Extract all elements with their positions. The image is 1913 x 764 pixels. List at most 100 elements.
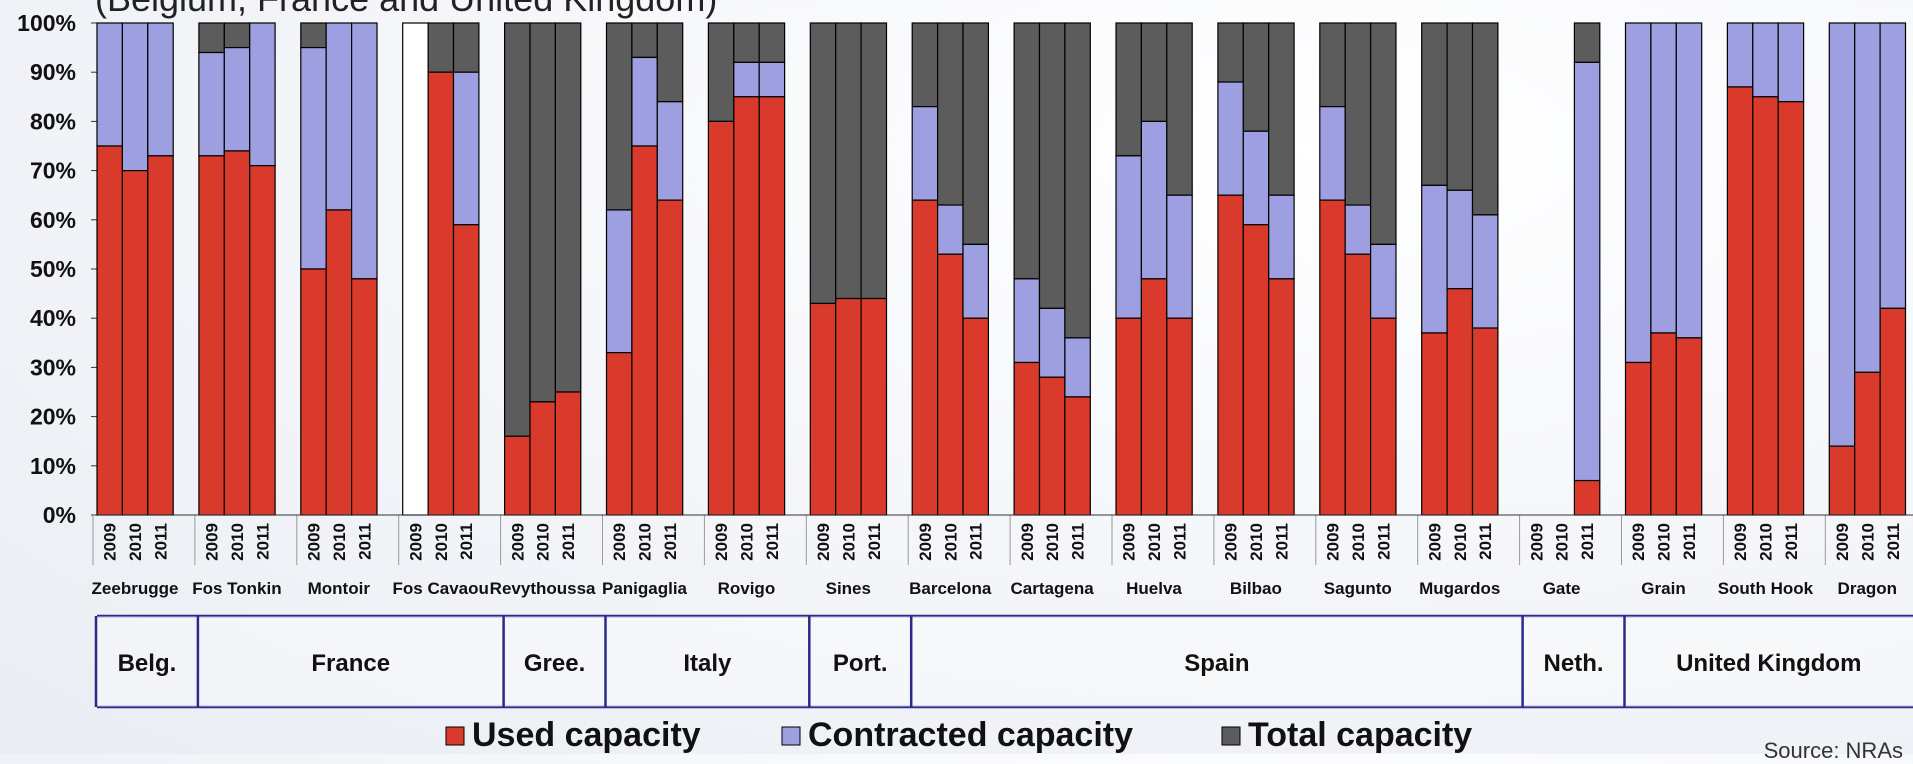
bar-used-segment	[962, 317, 989, 516]
year-label: 2010	[839, 523, 858, 561]
bar-used-segment	[1828, 445, 1856, 516]
bar-used-segment	[1624, 361, 1652, 516]
bar-contracted-segment	[1421, 184, 1448, 334]
bar-total-segment	[1064, 22, 1091, 339]
year-label: 2011	[355, 523, 374, 560]
country-label: Spain	[1184, 650, 1249, 677]
bar-used-segment	[911, 199, 939, 516]
year-label: 2010	[941, 523, 960, 561]
year-label: 2010	[636, 523, 655, 561]
bar-contracted-segment	[1064, 337, 1091, 398]
bar-used-segment	[1268, 278, 1295, 516]
bar-total-segment	[1268, 22, 1295, 196]
bar-total-segment	[1038, 22, 1066, 309]
bar-contracted-segment	[147, 22, 174, 157]
year-label: 2009	[1222, 523, 1241, 561]
year-label: 2009	[1120, 523, 1139, 561]
bar-total-segment	[427, 22, 455, 73]
bar-used-segment	[1242, 224, 1270, 516]
bar-contracted-segment	[1726, 22, 1754, 88]
bar-used-segment	[1752, 96, 1779, 516]
bar-total-segment	[1166, 22, 1193, 196]
bar-total-segment	[529, 22, 556, 403]
year-label: 2011	[1680, 523, 1699, 560]
bar-contracted-segment	[1319, 106, 1346, 201]
bar-total-segment	[707, 22, 735, 123]
bar-contracted-segment	[1573, 61, 1601, 482]
year-label: 2011	[1374, 523, 1393, 560]
bar-used-segment	[1344, 253, 1372, 516]
year-label: 2010	[1349, 523, 1368, 561]
bar-used-segment	[1573, 479, 1601, 516]
y-tick-label: 0%	[43, 502, 76, 528]
bar-used-segment	[1471, 327, 1499, 516]
terminal-label: Rovigo	[718, 579, 776, 598]
bar-total-segment	[733, 22, 760, 63]
bar-used-segment	[809, 302, 837, 516]
bar-contracted-segment	[1854, 22, 1881, 373]
terminal-label: Panigaglia	[602, 579, 688, 598]
year-label: 2011	[1884, 523, 1903, 560]
year-label: 2010	[228, 523, 247, 561]
bar-total-segment	[300, 22, 327, 49]
bar-contracted-segment	[733, 61, 760, 98]
bar-total-segment	[1140, 22, 1168, 123]
year-label: 2011	[661, 523, 680, 560]
bar-used-segment	[147, 155, 174, 516]
bar-contracted-segment	[911, 106, 939, 201]
y-tick-label: 70%	[30, 158, 76, 184]
terminal-label: Bilbao	[1230, 579, 1282, 598]
country-label: France	[311, 650, 390, 677]
bar-contracted-segment	[198, 51, 225, 157]
bar-contracted-segment	[1038, 307, 1066, 378]
bar-contracted-segment	[96, 22, 123, 147]
legend-swatch	[445, 726, 465, 746]
bar-used-segment	[351, 278, 378, 516]
year-label: 2009	[916, 523, 935, 561]
source-note: Source: NRAs	[1763, 738, 1903, 763]
terminal-label: Montoir	[308, 579, 371, 598]
y-tick-label: 10%	[30, 453, 76, 479]
terminal-label: Cartagena	[1011, 579, 1095, 598]
bar-contracted-segment	[1446, 189, 1474, 290]
country-label: Gree.	[524, 650, 585, 677]
bar-total-segment	[1369, 22, 1397, 245]
bar-contracted-segment	[1217, 81, 1244, 196]
bar-contracted-segment	[325, 22, 353, 211]
bar-used-segment	[554, 391, 582, 516]
bar-total-segment	[962, 22, 989, 245]
year-label: 2011	[152, 523, 171, 560]
bar-used-segment	[96, 145, 123, 516]
year-label: 2011	[763, 523, 782, 560]
bar-used-segment	[1038, 376, 1066, 516]
bar-total-segment	[936, 22, 964, 206]
year-label: 2011	[967, 523, 986, 560]
bar-total-segment	[1573, 22, 1601, 63]
chart-title: (Belgium, France and United Kingdom)	[95, 0, 717, 20]
bar-used-segment	[1166, 317, 1193, 516]
bar-contracted-segment	[1013, 278, 1041, 364]
year-label: 2011	[1578, 523, 1597, 560]
bar-used-segment	[1421, 332, 1448, 516]
bar-contracted-segment	[351, 22, 378, 280]
legend-label: Used capacity	[472, 716, 701, 754]
bar-total-segment	[504, 22, 531, 437]
bar-contracted-segment	[1242, 130, 1270, 226]
year-label: 2010	[1655, 523, 1674, 561]
year-label: 2010	[534, 523, 553, 561]
bar-used-segment	[325, 209, 353, 516]
country-label: Port.	[833, 650, 888, 677]
bar-total-segment	[1446, 22, 1474, 191]
year-label: 2009	[1425, 523, 1444, 561]
bar-used-segment	[529, 401, 556, 516]
terminal-label: Revythoussa	[490, 579, 596, 598]
year-label: 2011	[865, 523, 884, 560]
bar-used-segment	[1726, 86, 1754, 516]
year-label: 2010	[1247, 523, 1266, 561]
y-tick-label: 20%	[30, 404, 76, 430]
bar-used-segment	[452, 224, 480, 516]
year-label: 2010	[126, 523, 145, 561]
y-tick-label: 50%	[30, 256, 76, 282]
bar-used-segment	[1140, 278, 1168, 516]
year-label: 2010	[1043, 523, 1062, 561]
